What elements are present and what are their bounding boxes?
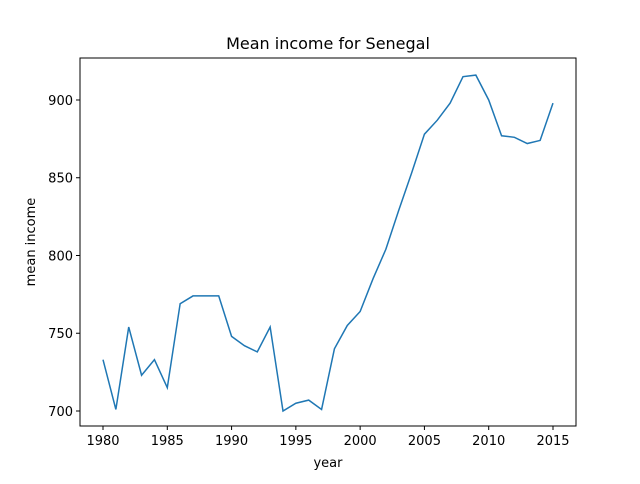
x-tick-label: 2000: [344, 434, 377, 449]
x-axis-label: year: [313, 456, 343, 471]
y-tick-label: 700: [48, 405, 73, 420]
x-tick-label: 2015: [536, 434, 569, 449]
y-tick-label: 800: [48, 249, 73, 264]
x-tick-label: 1995: [279, 434, 312, 449]
x-tick-label: 1990: [215, 434, 248, 449]
x-tick-label: 1980: [86, 434, 119, 449]
y-tick-label: 850: [48, 172, 73, 187]
x-tick-label: 1985: [151, 434, 184, 449]
y-axis-label: mean income: [24, 198, 39, 287]
x-tick-label: 2005: [408, 434, 441, 449]
y-tick-label: 750: [48, 327, 73, 342]
x-tick-label: 2010: [472, 434, 505, 449]
chart-title: Mean income for Senegal: [226, 34, 430, 53]
plot-frame: [79, 57, 577, 427]
data-line: [102, 74, 554, 413]
y-tick-label: 900: [48, 94, 73, 109]
